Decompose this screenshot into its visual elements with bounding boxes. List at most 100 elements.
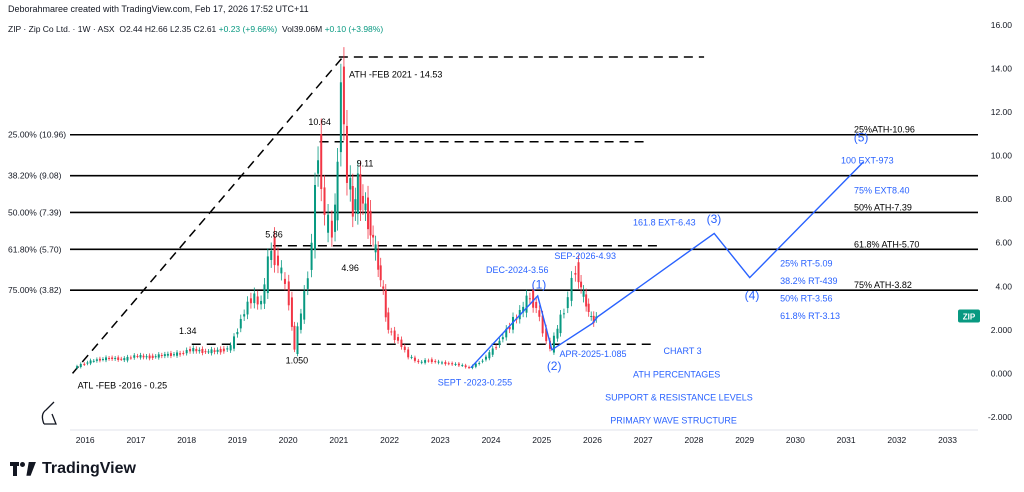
candle-body: [478, 362, 481, 364]
change-value: +0.23 (+9.66%): [218, 24, 278, 34]
ticker-badge-label: ZIP: [963, 313, 976, 322]
candle-body: [457, 363, 460, 366]
chart-annotation: (4): [745, 288, 760, 302]
level-percentage-label: 25.00% (10.96): [8, 130, 66, 140]
candle-body: [587, 303, 590, 312]
y-tick-label: 8.00: [995, 194, 1012, 204]
candle-body: [447, 363, 450, 365]
candle-body: [556, 328, 559, 339]
candle-body: [334, 204, 337, 232]
candle-body: [505, 328, 508, 338]
symbol-name[interactable]: ZIP · Zip Co Ltd. · 1W · ASX: [8, 24, 115, 34]
candle-body: [253, 293, 256, 304]
candle-body: [538, 310, 541, 317]
candle-body: [207, 351, 210, 353]
chart-annotation: 1.34: [179, 326, 197, 336]
candle-body: [356, 173, 359, 214]
candle-body: [114, 357, 117, 359]
candle-body: [246, 301, 249, 315]
candle-body: [139, 355, 142, 358]
candle-body: [590, 316, 593, 318]
volume-value: 39.06M: [293, 24, 323, 34]
y-tick-label: 0.000: [991, 368, 1013, 378]
chart-annotation: 10.64: [308, 117, 331, 127]
candle-body: [354, 199, 357, 211]
candle-body: [160, 355, 163, 357]
candle-body: [349, 178, 352, 190]
candle-body: [219, 348, 222, 353]
candle-body: [440, 362, 443, 364]
x-tick-label: 2018: [177, 435, 196, 445]
x-tick-label: 2026: [583, 435, 602, 445]
candle-body: [379, 265, 382, 281]
level-percentage-label: 61.80% (5.70): [8, 244, 62, 254]
chart-annotation: 9.11: [357, 159, 374, 169]
candle-body: [222, 348, 225, 352]
y-tick-label: 6.00: [995, 238, 1012, 248]
chart-annotation: (1): [532, 277, 547, 291]
candle-body: [148, 355, 151, 359]
y-tick-label: 14.00: [991, 64, 1013, 74]
x-tick-label: 2023: [431, 435, 450, 445]
candle-body: [427, 360, 430, 362]
candle-body: [145, 356, 148, 358]
candle-body: [86, 362, 89, 364]
chart-annotation: 25% RT-5.09: [780, 259, 832, 269]
y-tick-label: 4.00: [995, 281, 1012, 291]
candle-body: [172, 354, 175, 356]
candle-body: [474, 363, 477, 367]
candle-body: [79, 363, 82, 368]
candle-body: [273, 236, 276, 266]
candle-body: [157, 354, 160, 358]
candle-body: [263, 284, 266, 304]
candle-body: [151, 355, 154, 358]
candle-body: [393, 330, 396, 340]
candle-body: [374, 244, 377, 253]
chart-annotation: (2): [547, 359, 562, 373]
candle-body: [361, 195, 364, 204]
level-label: 50% ATH-7.39: [854, 202, 912, 212]
dashed-trend-line: [71, 56, 344, 374]
chart-annotation: 38.2% RT-439: [780, 276, 837, 286]
candle-body: [390, 331, 393, 333]
candle-body: [400, 339, 403, 347]
wave-projection-line: [470, 161, 865, 369]
candle-body: [532, 290, 535, 308]
x-tick-label: 2028: [684, 435, 703, 445]
candle-body: [236, 331, 239, 335]
level-percentage-label: 38.20% (9.08): [8, 171, 62, 181]
candle-body: [382, 286, 385, 289]
x-tick-label: 2016: [76, 435, 95, 445]
chart-annotation: CHART 3: [663, 346, 701, 356]
candle-body: [306, 278, 309, 289]
drawing-tools-icon: [41, 401, 57, 425]
chart-annotation: DEC-2024-3.56: [486, 265, 549, 275]
candle-body: [126, 356, 129, 361]
candle-body: [574, 273, 577, 275]
candle-body: [98, 358, 101, 361]
candle-body: [163, 354, 166, 357]
chart-annotation: SEPT -2023-0.255: [438, 377, 512, 387]
candle-body: [577, 262, 580, 283]
candle-body: [243, 314, 246, 317]
brand-name: TradingView: [42, 460, 136, 477]
candle-body: [484, 356, 487, 360]
y-tick-label: 12.00: [991, 107, 1013, 117]
candle-body: [430, 359, 433, 363]
tradingview-brand[interactable]: TradingView: [10, 460, 136, 478]
candle-body: [105, 357, 108, 361]
candle-body: [276, 255, 279, 266]
candle-body: [495, 347, 498, 349]
x-tick-label: 2027: [634, 435, 653, 445]
candle-body: [216, 349, 219, 352]
candle-body: [92, 360, 95, 362]
chart-annotation: SUPPORT & RESISTANCE LEVELS: [605, 393, 753, 403]
y-tick-label: 10.00: [991, 151, 1013, 161]
x-tick-label: 2019: [228, 435, 247, 445]
candle-body: [182, 352, 185, 354]
candle-body: [407, 349, 410, 358]
candle-body: [136, 355, 139, 357]
candle-body: [195, 348, 198, 352]
